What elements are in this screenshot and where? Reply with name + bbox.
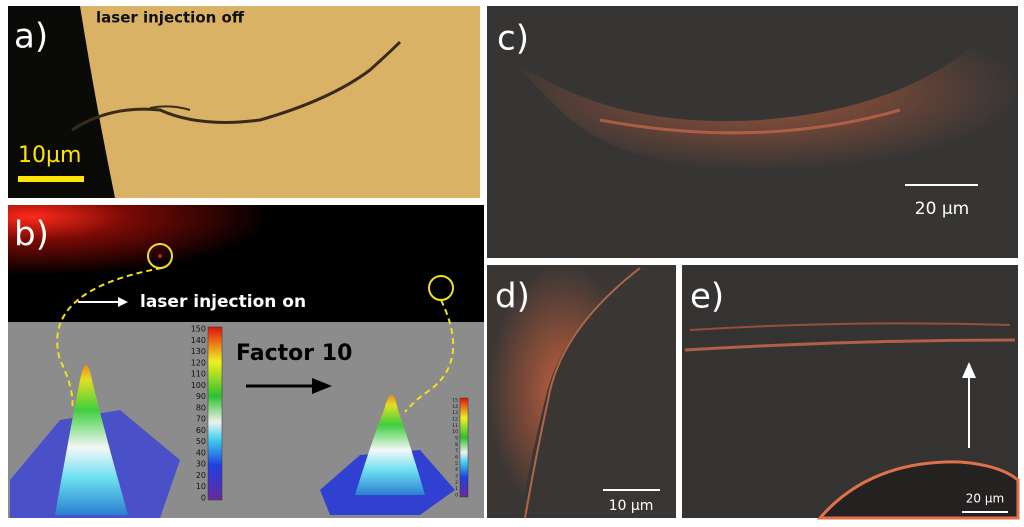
colorbar-tick-label: 130 [191,347,206,356]
colorbar-tick-label: 90 [196,392,206,401]
colorbar-tick-label: 6 [455,455,458,461]
colorbar-tick-label: 1 [455,486,458,492]
caption: laser injection on [140,292,306,312]
colorbar-tick-label: 140 [191,336,206,345]
annotation: Factor 10 [236,341,352,366]
colorbar-tick-label: 5 [455,461,458,467]
scale-bar-label: 20 µm [915,199,969,219]
tissue-edge [524,267,641,519]
colorbar [459,397,469,498]
fiber [689,322,1011,331]
panel-label: b) [14,215,49,255]
tissue-edge [599,108,901,135]
arrow-head [962,362,976,378]
panel-e: e) 20 µm [682,265,1020,520]
scale-bar-label: 20 µm [966,492,1004,506]
fiber [684,338,1016,352]
colorbar-tick-label: 50 [196,437,206,446]
colorbar [207,326,223,501]
tissue [487,265,640,518]
panel-label: d) [495,277,530,317]
dashed-link [56,267,163,411]
colorbar-tick-label: 110 [191,370,206,379]
scale-bar-label: 10 µm [609,498,654,514]
colorbar-tick-label: 13 [452,410,458,416]
colorbar-tick-label: 4 [455,467,458,473]
panel-a: a) laser injection off 10µm [8,6,480,198]
peak-2 [355,395,425,495]
colorbar-tick-label: 100 [191,381,206,390]
fiber-branch [149,105,191,111]
scale-bar-label: 10µm [18,143,81,168]
panel-label: a) [14,17,48,57]
colorbar-tick-label: 10 [196,482,206,491]
fiber [71,40,402,132]
colorbar-tick-label: 120 [191,358,206,367]
peak-1 [55,365,128,515]
dashed-link [404,299,455,413]
colorbar-tick-label: 150 [191,325,206,334]
colorbar-tick-label: 20 [196,471,206,480]
colorbar-tick-label: 9 [455,436,458,442]
colorbar-tick-label: 14 [452,404,458,410]
colorbar-tick-label: 3 [455,474,458,480]
dark-edge [8,6,115,198]
colorbar-tick-label: 2 [455,480,458,486]
arrow-head [118,297,128,307]
caption: laser injection off [96,9,245,27]
spot [158,254,162,258]
colorbar-tick-label: 80 [196,403,206,412]
colorbar-tick-label: 15 [452,398,458,404]
panel-d: d) 10 µm [487,265,676,519]
tissue-edge [816,460,1020,520]
colorbar-tick-label: 0 [201,494,206,503]
panel-label: e) [690,277,724,317]
scale-bar [18,176,84,182]
colorbar-tick-label: 30 [196,460,206,469]
colorbar-tick-label: 60 [196,426,206,435]
colorbar-tick-label: 0 [455,493,458,499]
colorbar-tick-label: 70 [196,415,206,424]
panel-c: c) 20 µm [487,6,1018,258]
colorbar-tick-label: 8 [455,442,458,448]
colorbar-tick-label: 40 [196,448,206,457]
colorbar-tick-label: 7 [455,448,458,454]
tissue [500,10,1018,170]
panel-label: c) [497,19,529,59]
colorbar-tick-label: 10 [452,429,458,435]
panel-b: b) laser injection on Factor 10 [8,205,484,518]
arrow-head [312,378,332,394]
colorbar-tick-label: 11 [452,423,458,429]
colorbar-tick-label: 12 [452,417,458,423]
